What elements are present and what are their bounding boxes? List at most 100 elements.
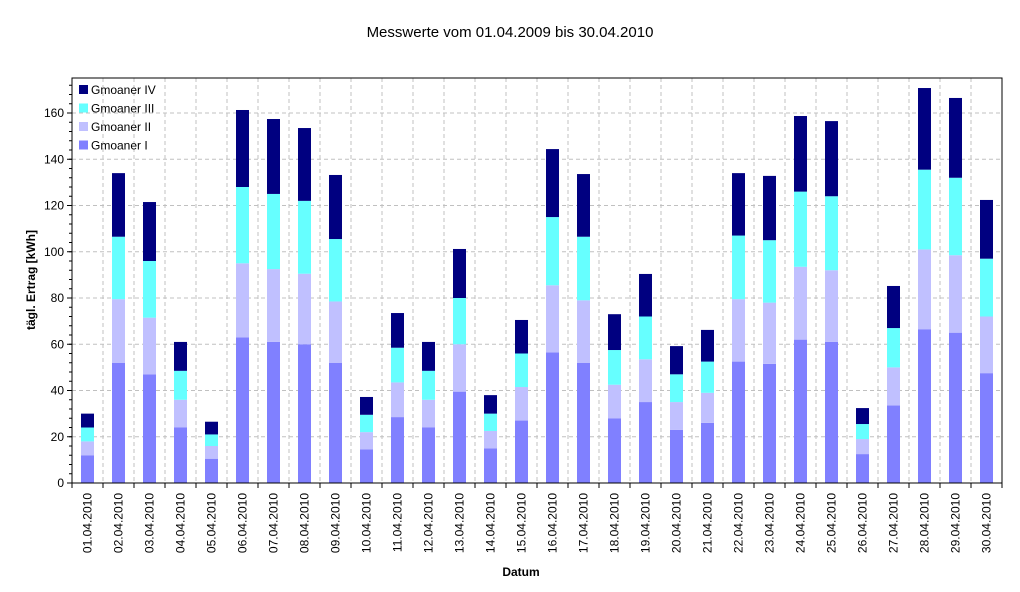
bar-segment	[639, 273, 652, 317]
x-tick-label: 09.04.2010	[329, 493, 343, 553]
bar-segment	[608, 418, 621, 483]
bar-segment	[298, 200, 311, 274]
bar-segment	[856, 439, 869, 455]
x-tick-label: 28.04.2010	[918, 493, 932, 553]
x-tick-label: 03.04.2010	[143, 493, 157, 553]
x-axis: 01.04.2010 02.04.2010 03.04.2010 04.04.2010…	[71, 483, 1003, 553]
bar-segment	[329, 239, 342, 302]
x-tick-label: 16.04.2010	[546, 493, 560, 553]
y-tick-label: 80	[51, 291, 65, 305]
bar-segment	[267, 269, 280, 342]
bar-segment	[422, 370, 435, 400]
bar-segment	[794, 266, 807, 340]
bar-segment	[236, 263, 249, 338]
bar-segment	[205, 446, 218, 459]
bar-segment	[670, 429, 683, 483]
bar-segment	[763, 363, 776, 483]
bar-segment	[236, 109, 249, 187]
x-tick-label: 13.04.2010	[453, 493, 467, 553]
bar-segment	[546, 217, 559, 286]
bar-segment	[422, 399, 435, 428]
x-tick-label: 01.04.2010	[81, 493, 95, 553]
bar-segment	[298, 344, 311, 483]
bar-segment	[174, 341, 187, 371]
bar-segment	[205, 434, 218, 446]
x-tick-label: 19.04.2010	[639, 493, 653, 553]
x-tick-label: 29.04.2010	[949, 493, 963, 553]
y-tick-label: 60	[51, 337, 65, 351]
bar-segment	[267, 119, 280, 194]
bar-segment	[143, 261, 156, 318]
bar-segment	[856, 454, 869, 483]
bar-segment	[763, 240, 776, 303]
bar-segment	[546, 285, 559, 353]
y-tick-label: 100	[44, 245, 64, 259]
bar-segment	[639, 402, 652, 483]
bar-segment	[81, 455, 94, 483]
bar-segment	[794, 339, 807, 483]
bar-segment	[453, 344, 466, 392]
bar-segment	[174, 399, 187, 428]
bar-segment	[763, 302, 776, 364]
bar-segment	[515, 353, 528, 388]
y-tick-label: 40	[51, 384, 65, 398]
bar-segment	[980, 373, 993, 483]
bar-segment	[577, 362, 590, 483]
y-axis: 0 20 40 60 80 100 120 140 160	[44, 84, 72, 490]
bar-segment	[608, 384, 621, 419]
bar-segment	[484, 448, 497, 483]
bar-segment	[484, 395, 497, 414]
bar-segment	[949, 177, 962, 256]
bar-segment	[267, 193, 280, 270]
bar-segment	[453, 248, 466, 298]
bar-segment	[267, 341, 280, 483]
bar-segment	[732, 173, 745, 236]
bar-segment	[980, 258, 993, 317]
legend-label: Gmoaner III	[91, 102, 154, 116]
bar-segment	[546, 352, 559, 483]
bar-segment	[360, 432, 373, 450]
x-tick-label: 12.04.2010	[422, 493, 436, 553]
legend-swatch	[79, 103, 88, 113]
bar-segment	[608, 314, 621, 351]
bar-segment	[391, 347, 404, 383]
bar-segment	[515, 319, 528, 354]
bar-segment	[794, 116, 807, 192]
bar-segment	[949, 332, 962, 483]
x-tick-label: 17.04.2010	[577, 493, 591, 553]
x-tick-label: 14.04.2010	[484, 493, 498, 553]
bar-segment	[453, 298, 466, 345]
legend: Gmoaner IV Gmoaner III Gmoaner II Gmoaner I	[79, 83, 156, 153]
bar-segment	[81, 413, 94, 428]
bar-segment	[329, 301, 342, 363]
x-tick-label: 25.04.2010	[825, 493, 839, 553]
bar-segment	[112, 236, 125, 300]
y-tick-label: 160	[44, 106, 64, 120]
x-tick-label: 02.04.2010	[112, 493, 126, 553]
x-tick-label: 04.04.2010	[174, 493, 188, 553]
bar-segment	[143, 317, 156, 375]
bar-segment	[670, 374, 683, 403]
bar-segment	[391, 382, 404, 418]
bar-segment	[701, 392, 714, 423]
y-tick-label: 140	[44, 152, 64, 166]
legend-swatch	[79, 85, 88, 94]
bar-segment	[949, 97, 962, 178]
x-tick-label: 10.04.2010	[360, 493, 374, 553]
bar-segment	[577, 300, 590, 363]
x-tick-label: 27.04.2010	[887, 493, 901, 553]
bar-segment	[763, 175, 776, 241]
bar-segment	[143, 374, 156, 483]
bar-segment	[422, 341, 435, 371]
bar-segment	[236, 337, 249, 483]
x-tick-label: 30.04.2010	[980, 493, 994, 553]
bar-segment	[174, 427, 187, 483]
bar-segment	[639, 316, 652, 360]
bars	[81, 88, 993, 483]
bar-segment	[918, 329, 931, 483]
bar-segment	[701, 422, 714, 483]
x-tick-label: 23.04.2010	[763, 493, 777, 553]
bar-segment	[670, 346, 683, 375]
legend-label: Gmoaner IV	[91, 83, 156, 97]
